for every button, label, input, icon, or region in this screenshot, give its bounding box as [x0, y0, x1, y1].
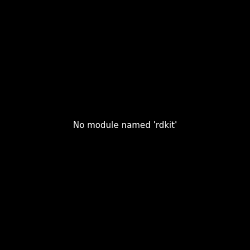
Text: No module named 'rdkit': No module named 'rdkit' — [73, 120, 177, 130]
